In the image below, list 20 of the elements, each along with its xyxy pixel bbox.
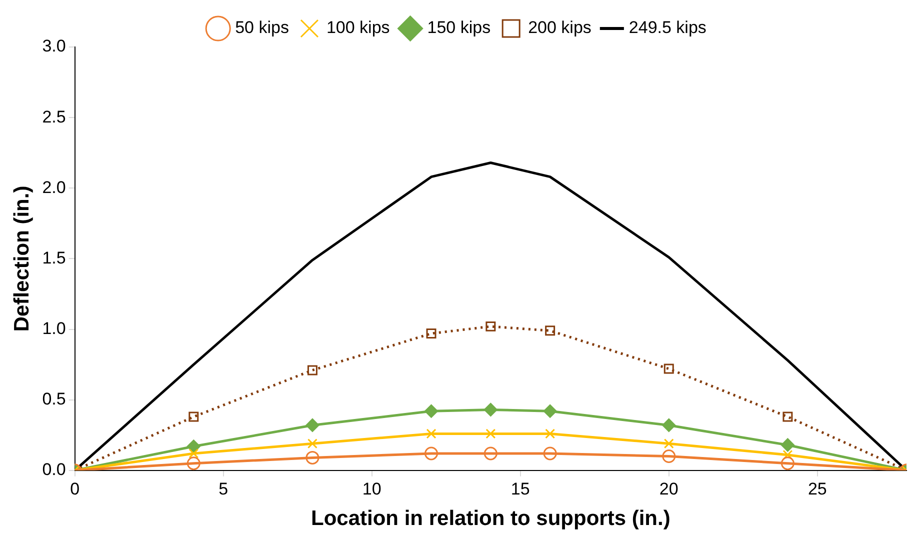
x-tick-label: 25 (808, 479, 827, 498)
legend-label: 200 kips (528, 18, 592, 38)
y-tick-label: 0.5 (42, 390, 66, 409)
y-tick-label: 1.5 (42, 248, 66, 268)
x-tick-label: 15 (510, 479, 530, 498)
y-tick-label: 2.5 (42, 107, 66, 126)
x-tick-label: 0 (70, 479, 80, 498)
y-tick-label: 0.0 (42, 460, 66, 480)
y-axis-title: Deflection (in.) (10, 186, 34, 332)
legend-label: 150 kips (427, 18, 491, 38)
legend-label: 100 kips (326, 18, 390, 38)
legend-label: 50 kips (235, 18, 289, 38)
y-tick-label: 1.0 (42, 318, 66, 338)
y-tick-label: 3.0 (42, 36, 66, 56)
x-tick-label: 20 (659, 479, 678, 498)
y-tick-label: 2.0 (42, 178, 66, 197)
x-tick-label: 10 (362, 479, 382, 498)
x-tick-label: 5 (218, 479, 228, 498)
x-axis-title: Location in relation to supports (in.) (311, 507, 670, 530)
legend-label: 249.5 kips (628, 18, 706, 38)
